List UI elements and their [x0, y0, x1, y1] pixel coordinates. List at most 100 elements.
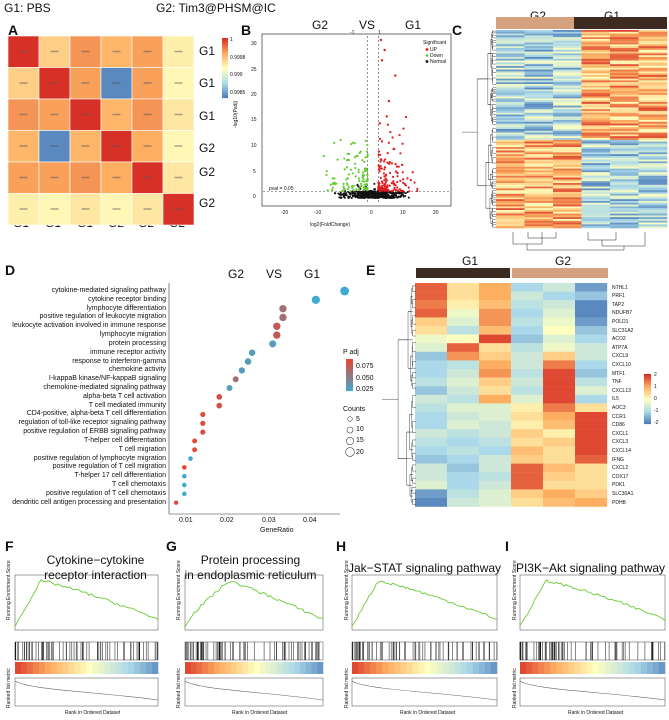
- h-gsea-rank-heat: [358, 662, 365, 674]
- b-point-normal: [354, 190, 357, 193]
- g-gsea-rank-heat: [219, 662, 226, 674]
- g-gsea-rank-heat: [242, 662, 249, 674]
- c-heatmap-cell: [581, 89, 611, 92]
- c-heatmap-cell: [524, 82, 554, 85]
- c-heatmap-cell: [581, 98, 611, 101]
- c-heatmap-cell: [610, 120, 639, 123]
- b-x-tick-10: 10: [400, 210, 406, 216]
- c-heatmap-cell: [638, 51, 668, 54]
- c-heatmap-cell: [496, 120, 525, 123]
- c-heatmap-cell: [610, 222, 639, 225]
- c-heatmap-cell: [638, 102, 668, 105]
- d-dot: [273, 331, 281, 339]
- a-colorbar-segment: [222, 69, 228, 72]
- c-heatmap-cell: [524, 75, 554, 78]
- b-x-tick-0: 0: [370, 210, 373, 216]
- c-heatmap-cell: [496, 199, 525, 202]
- b-point-down: [354, 175, 357, 178]
- c-heatmap-cell: [610, 186, 639, 189]
- c-heatmap-cell: [638, 37, 668, 40]
- c-heatmap-cell: [524, 73, 554, 76]
- d-padj-bar-segment: [346, 370, 353, 372]
- d-padj-bar-segment: [346, 383, 353, 385]
- f-gsea-rank-heat: [116, 662, 123, 674]
- h-gsea-rank-heat: [430, 662, 437, 674]
- c-heatmap-cell: [610, 147, 639, 150]
- c-heatmap-cell: [581, 116, 611, 119]
- d-term-label: immune receptor activity: [90, 348, 166, 356]
- a-cell-value-mark: [81, 176, 90, 179]
- e-heatmap-cell: [575, 429, 608, 438]
- i-gsea-rank-heat: [610, 662, 617, 674]
- b-point-up: [395, 189, 398, 192]
- c-heatmap-cell: [638, 76, 668, 79]
- b-legend-down: Down: [430, 53, 443, 59]
- d-term-label: T-helper cell differentiation: [84, 436, 166, 444]
- d-term-label: response to interferon-gamma: [72, 357, 166, 365]
- b-point-normal: [404, 192, 407, 195]
- c-heatmap-cell: [524, 57, 554, 60]
- b-point-up: [408, 190, 411, 193]
- e-heatmap-cell: [511, 343, 544, 352]
- e-heatmap-cell: [511, 369, 544, 378]
- e-gene-label: ACO2: [612, 336, 626, 343]
- g-gsea-rank-heat: [277, 662, 284, 674]
- h-gsea-rank-heat: [454, 662, 462, 674]
- e-legend-segment: [644, 395, 651, 397]
- c-heatmap-cell: [496, 206, 525, 209]
- e-heatmap-cell: [415, 480, 448, 490]
- c-heatmap-cell: [553, 134, 582, 137]
- e-heatmap-cell: [479, 489, 512, 499]
- e-gene-label: CXCL1: [612, 430, 629, 437]
- i-gsea-rank-heat: [580, 662, 587, 674]
- c-heatmap-cell: [524, 219, 554, 222]
- b-point-up: [381, 182, 384, 185]
- b-point-normal: [347, 195, 350, 198]
- c-heatmap-cell: [638, 40, 668, 43]
- e-heatmap-cell: [575, 420, 608, 430]
- b-point-down: [363, 167, 366, 170]
- c-heatmap-cell: [638, 202, 668, 205]
- e-group-bar-g1: [416, 268, 510, 278]
- c-heatmap-cell: [581, 220, 611, 223]
- e-heatmap-cell: [447, 308, 480, 318]
- c-heatmap-cell: [638, 157, 668, 160]
- b-point-normal: [394, 191, 397, 194]
- a-cell-value-mark: [81, 113, 90, 116]
- c-heatmap-cell: [581, 82, 611, 85]
- c-heatmap-cell: [496, 71, 525, 74]
- e-heatmap-cell: [575, 463, 608, 473]
- e-heatmap-cell: [575, 351, 608, 361]
- b-point-up: [384, 158, 387, 161]
- c-heatmap-cell: [638, 66, 668, 69]
- e-heatmap-cell: [575, 300, 608, 309]
- a-colorbar-segment: [222, 72, 228, 75]
- e-legend-segment: [644, 416, 651, 418]
- a-colorbar-segment: [222, 48, 228, 51]
- d-dot: [192, 438, 198, 444]
- c-heatmap-cell: [638, 170, 668, 173]
- f-gsea-rank-heat: [86, 662, 93, 674]
- h-gsea-rank-heat: [406, 662, 413, 674]
- b-point-up: [380, 158, 383, 162]
- b-point-normal: [400, 192, 403, 195]
- c-heatmap-cell: [581, 217, 611, 220]
- c-heatmap-cell: [553, 60, 582, 63]
- c-heatmap-cell: [496, 208, 525, 211]
- c-heatmap-cell: [524, 186, 554, 189]
- c-heatmap-cell: [553, 42, 582, 45]
- c-heatmap-cell: [553, 62, 582, 65]
- e-heatmap-cell: [447, 472, 480, 481]
- a-cell-value-mark: [112, 145, 121, 147]
- c-heatmap-cell: [638, 213, 668, 216]
- c-heatmap-cell: [610, 37, 639, 40]
- h-title: Jak−STAT signaling pathway: [347, 561, 502, 575]
- i-gsea-rank-heat: [646, 662, 654, 674]
- d-term-label: positive regulation of T cell chemotaxis: [46, 489, 166, 497]
- c-heatmap-cell: [496, 172, 525, 175]
- e-heatmap-cell: [543, 446, 576, 456]
- c-heatmap-cell: [610, 204, 639, 207]
- c-heatmap-cell: [638, 220, 668, 223]
- c-heatmap-cell: [581, 190, 611, 193]
- d-x-tick-4: 0.04: [303, 517, 317, 524]
